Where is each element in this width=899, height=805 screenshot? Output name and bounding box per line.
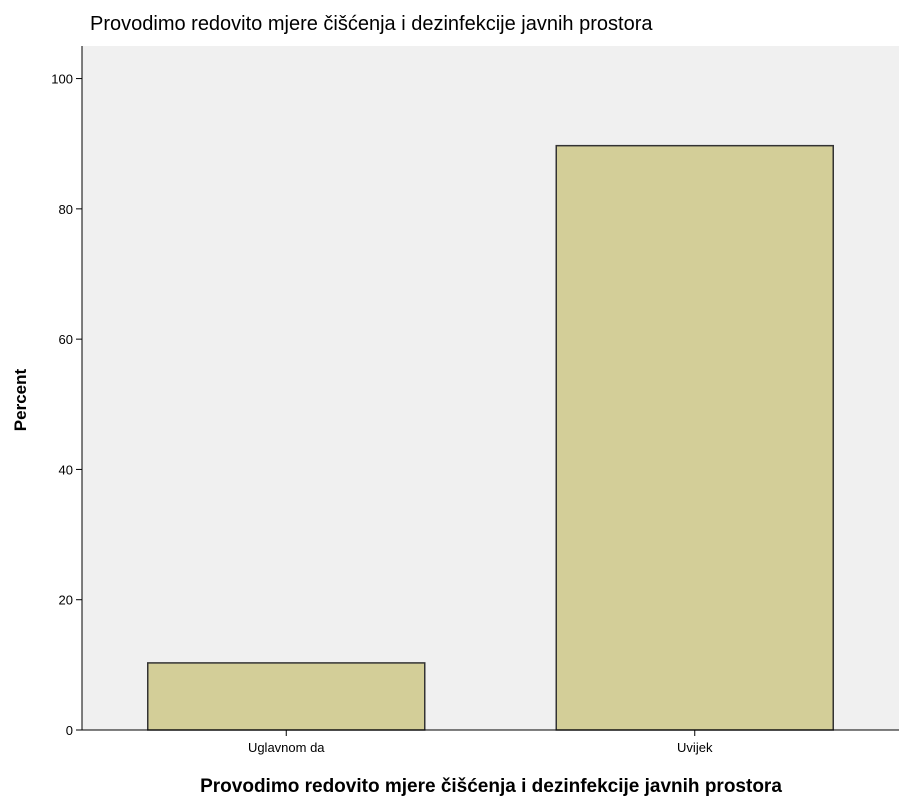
x-tick-label: Uvijek xyxy=(677,740,713,755)
bar-uglavnom-da xyxy=(147,662,426,731)
x-axis-title: Provodimo redovito mjere čišćenja i dezi… xyxy=(200,776,782,797)
bars-group xyxy=(147,144,834,731)
y-tick-label: 40 xyxy=(59,462,73,477)
bar-uvijek xyxy=(555,144,834,731)
x-ticks-group: Uglavnom da Uvijek xyxy=(248,730,713,755)
chart-title: Provodimo redovito mjere čišćenja i dezi… xyxy=(90,13,653,35)
y-tick-label: 100 xyxy=(51,72,73,87)
y-axis-title: Percent xyxy=(11,368,30,431)
x-tick-label: Uglavnom da xyxy=(248,740,325,755)
y-tick-label: 0 xyxy=(66,723,73,738)
y-ticks-group: 0 20 40 60 80 100 xyxy=(51,72,82,738)
y-tick-label: 80 xyxy=(59,202,73,217)
y-tick-label: 60 xyxy=(59,332,73,347)
y-tick-label: 20 xyxy=(59,593,73,608)
